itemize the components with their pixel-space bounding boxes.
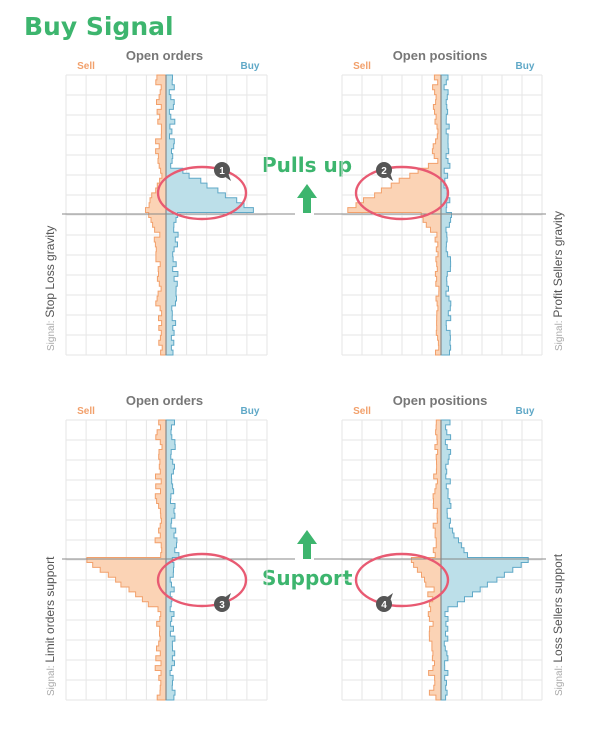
sell-profile bbox=[145, 74, 167, 356]
signal-prefix: Signal: bbox=[554, 318, 565, 351]
signal-name: Loss Sellers support bbox=[551, 553, 565, 662]
number-badge: 3 bbox=[214, 593, 231, 612]
signal-name: Limit orders support bbox=[43, 556, 57, 663]
signal-prefix: Signal: bbox=[46, 318, 57, 351]
number-badge: 2 bbox=[376, 162, 393, 181]
panel-4: Open positions Sell Buy Signal: Loss Seller… bbox=[314, 393, 565, 701]
badge-number: 2 bbox=[381, 166, 387, 177]
signal-name: Stop Loss gravity bbox=[43, 226, 57, 318]
buy-profile bbox=[165, 74, 254, 356]
buy-label: Buy bbox=[241, 406, 260, 417]
highlight-ring bbox=[156, 552, 248, 608]
signal-label: Signal: Loss Sellers support bbox=[551, 553, 565, 696]
sell-label: Sell bbox=[353, 406, 371, 417]
signal-label: Signal: Stop Loss gravity bbox=[43, 226, 57, 351]
badge-number: 3 bbox=[219, 600, 225, 611]
up-arrow-icon bbox=[297, 184, 317, 213]
sell-profile bbox=[410, 419, 442, 701]
buy-profile bbox=[165, 419, 180, 701]
signal-label: Signal: Profit Sellers gravity bbox=[551, 211, 565, 351]
highlight-ring bbox=[354, 165, 450, 221]
support-label: Support bbox=[262, 566, 353, 590]
sell-profile bbox=[86, 419, 167, 701]
sell-label: Sell bbox=[353, 61, 371, 72]
panel-heading: Open orders bbox=[126, 48, 203, 63]
number-badge: 1 bbox=[214, 162, 231, 181]
panel-1: Open orders Sell Buy Signal: Stop Loss grav… bbox=[43, 48, 295, 356]
highlight-ring bbox=[354, 552, 450, 608]
signal-name: Profit Sellers gravity bbox=[551, 211, 565, 318]
panel-heading: Open positions bbox=[393, 48, 488, 63]
up-arrow-icon bbox=[297, 530, 317, 559]
panel-heading: Open orders bbox=[126, 393, 203, 408]
highlight-ring bbox=[156, 165, 248, 221]
badge-number: 1 bbox=[219, 166, 225, 177]
panel-3: Open orders Sell Buy Signal: Limit orders s… bbox=[43, 393, 295, 701]
buy-profile bbox=[440, 74, 452, 356]
signal-label: Signal: Limit orders support bbox=[43, 556, 57, 696]
signal-prefix: Signal: bbox=[554, 663, 565, 696]
signal-prefix: Signal: bbox=[46, 663, 57, 696]
number-badge: 4 bbox=[376, 593, 393, 612]
panel-heading: Open positions bbox=[393, 393, 488, 408]
buy-profile bbox=[440, 419, 529, 701]
buy-label: Buy bbox=[241, 61, 260, 72]
sell-label: Sell bbox=[77, 406, 95, 417]
buy-label: Buy bbox=[516, 61, 535, 72]
sell-label: Sell bbox=[77, 61, 95, 72]
buy-label: Buy bbox=[516, 406, 535, 417]
pulls-up-label: Pulls up bbox=[262, 153, 352, 177]
panel-2: Open positions Sell Buy Signal: Profit Sell… bbox=[314, 48, 565, 356]
badge-number: 4 bbox=[381, 600, 387, 611]
page-title: Buy Signal bbox=[24, 12, 174, 41]
